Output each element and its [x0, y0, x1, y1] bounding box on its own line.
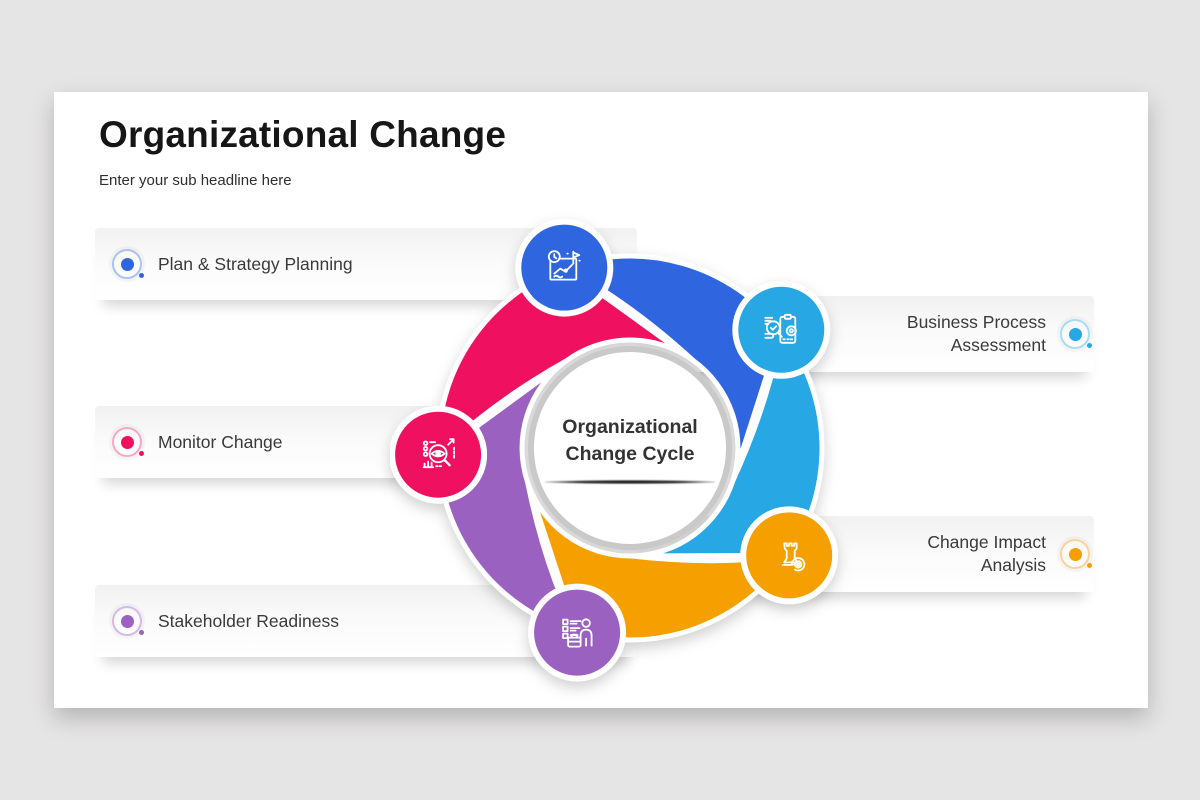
list-item-label: Change Impact Analysis: [927, 532, 1046, 575]
center-underline: [545, 480, 715, 484]
bullet-target-icon: [1060, 539, 1092, 569]
bullet-target-icon: [112, 427, 144, 457]
stakeholder-readiness-icon: [528, 583, 627, 682]
list-item-label: Monitor Change: [158, 431, 283, 452]
bullet-target-icon: [112, 606, 144, 636]
impact-analysis-icon: [740, 506, 839, 605]
process-assessment-icon: [732, 280, 831, 379]
bullet-target-icon: [1060, 319, 1092, 349]
change-cycle-wheel: [390, 208, 870, 688]
list-item-label: Stakeholder Readiness: [158, 610, 339, 631]
center-cycle-label: Organizational Change Cycle: [562, 416, 698, 466]
list-item-label: Business Process Assessment: [906, 312, 1046, 355]
monitor-change-icon: [390, 405, 488, 504]
center-hub: [528, 346, 732, 550]
list-item-label: Plan & Strategy Planning: [158, 253, 353, 274]
slide-canvas: Organizational Change Enter your sub hea…: [54, 92, 1148, 708]
sub-headline: Enter your sub headline here: [99, 172, 292, 189]
plan-strategy-icon: [515, 218, 614, 317]
page-title: Organizational Change: [99, 114, 507, 155]
bullet-target-icon: [112, 249, 144, 279]
